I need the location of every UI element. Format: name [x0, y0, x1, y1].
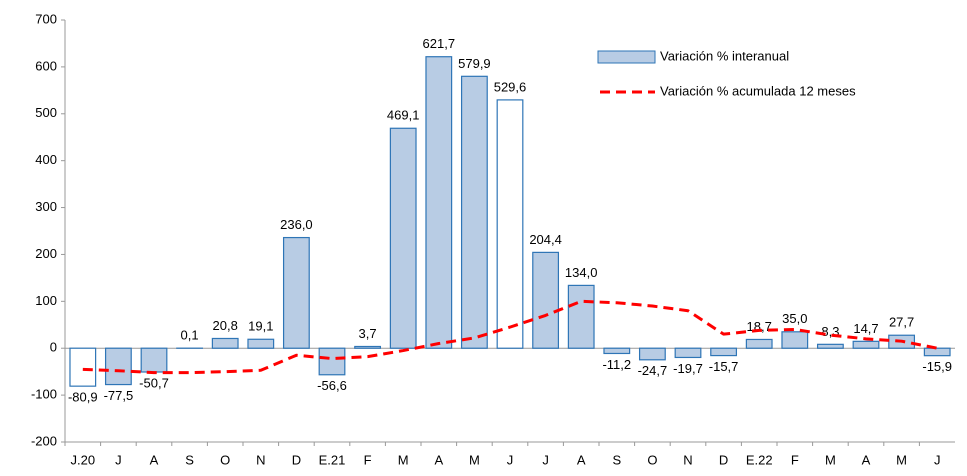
x-tick-label: M	[469, 452, 480, 467]
x-tick-label: M	[825, 452, 836, 467]
y-tick-label: 100	[35, 293, 57, 308]
bar	[711, 348, 737, 355]
x-tick-label: N	[256, 452, 265, 467]
value-label: 3,7	[359, 326, 377, 341]
value-label: 14,7	[853, 321, 878, 336]
bar	[782, 332, 808, 348]
value-label: 469,1	[387, 108, 420, 123]
x-tick-label: A	[577, 452, 586, 467]
bar	[640, 348, 666, 360]
x-tick-label: J	[507, 452, 514, 467]
legend-label: Variación % acumulada 12 meses	[660, 83, 856, 98]
y-tick-label: 400	[35, 152, 57, 167]
value-label: -80,9	[68, 390, 98, 405]
bar	[70, 348, 96, 386]
value-label: 20,8	[213, 318, 238, 333]
value-label: 19,1	[248, 319, 273, 334]
x-tick-label: J.20	[71, 452, 96, 467]
bar	[319, 348, 345, 375]
bar	[284, 238, 310, 349]
value-label: -19,7	[673, 361, 703, 376]
x-tick-label: M	[398, 452, 409, 467]
x-tick-label: A	[434, 452, 443, 467]
y-tick-label: 500	[35, 105, 57, 120]
x-tick-label: N	[683, 452, 692, 467]
x-tick-label: F	[364, 452, 372, 467]
bar	[212, 338, 238, 348]
y-tick-label: 700	[35, 11, 57, 26]
value-label: -77,5	[104, 388, 134, 403]
x-tick-label: E.21	[319, 452, 346, 467]
bar	[675, 348, 701, 357]
value-label: 204,4	[529, 232, 562, 247]
x-tick-label: O	[647, 452, 657, 467]
y-tick-label: -100	[31, 387, 57, 402]
bar	[604, 348, 630, 353]
value-label: 621,7	[423, 36, 456, 51]
value-label: 529,6	[494, 79, 527, 94]
value-label: 579,9	[458, 56, 491, 71]
x-tick-label: D	[292, 452, 301, 467]
bar	[533, 252, 559, 348]
x-tick-label: A	[150, 452, 159, 467]
bar	[568, 285, 594, 348]
y-tick-label: 0	[50, 340, 57, 355]
y-tick-label: 300	[35, 199, 57, 214]
x-tick-label: S	[612, 452, 621, 467]
x-tick-label: F	[791, 452, 799, 467]
bar	[746, 339, 772, 348]
x-tick-label: S	[185, 452, 194, 467]
bar	[248, 339, 274, 348]
y-tick-label: 200	[35, 246, 57, 261]
x-tick-label: E.22	[746, 452, 773, 467]
x-tick-label: O	[220, 452, 230, 467]
bar	[924, 348, 950, 355]
value-label: -15,7	[709, 359, 739, 374]
legend-label: Variación % interanual	[660, 48, 789, 63]
bar	[497, 100, 523, 348]
bar	[853, 341, 879, 348]
bar	[818, 344, 844, 348]
x-tick-label: D	[719, 452, 728, 467]
y-tick-label: -200	[31, 433, 57, 448]
value-label: 134,0	[565, 265, 598, 280]
value-label: 0,1	[181, 328, 199, 343]
bar	[462, 76, 488, 348]
bar	[355, 346, 381, 348]
bar	[106, 348, 132, 384]
value-label: 27,7	[889, 315, 914, 330]
bar	[141, 348, 167, 372]
value-label: -50,7	[139, 375, 169, 390]
x-tick-label: J	[115, 452, 122, 467]
x-tick-label: A	[862, 452, 871, 467]
bar	[390, 128, 416, 348]
value-label: 35,0	[782, 311, 807, 326]
x-tick-label: M	[896, 452, 907, 467]
value-label: 236,0	[280, 217, 313, 232]
value-label: -24,7	[638, 363, 668, 378]
bar	[426, 57, 452, 349]
value-label: -15,9	[922, 359, 952, 374]
value-label: -11,2	[602, 357, 631, 372]
value-label: -56,6	[317, 378, 347, 393]
x-tick-label: J	[542, 452, 549, 467]
x-tick-label: J	[934, 452, 941, 467]
y-tick-label: 600	[35, 58, 57, 73]
legend-swatch	[598, 51, 655, 63]
